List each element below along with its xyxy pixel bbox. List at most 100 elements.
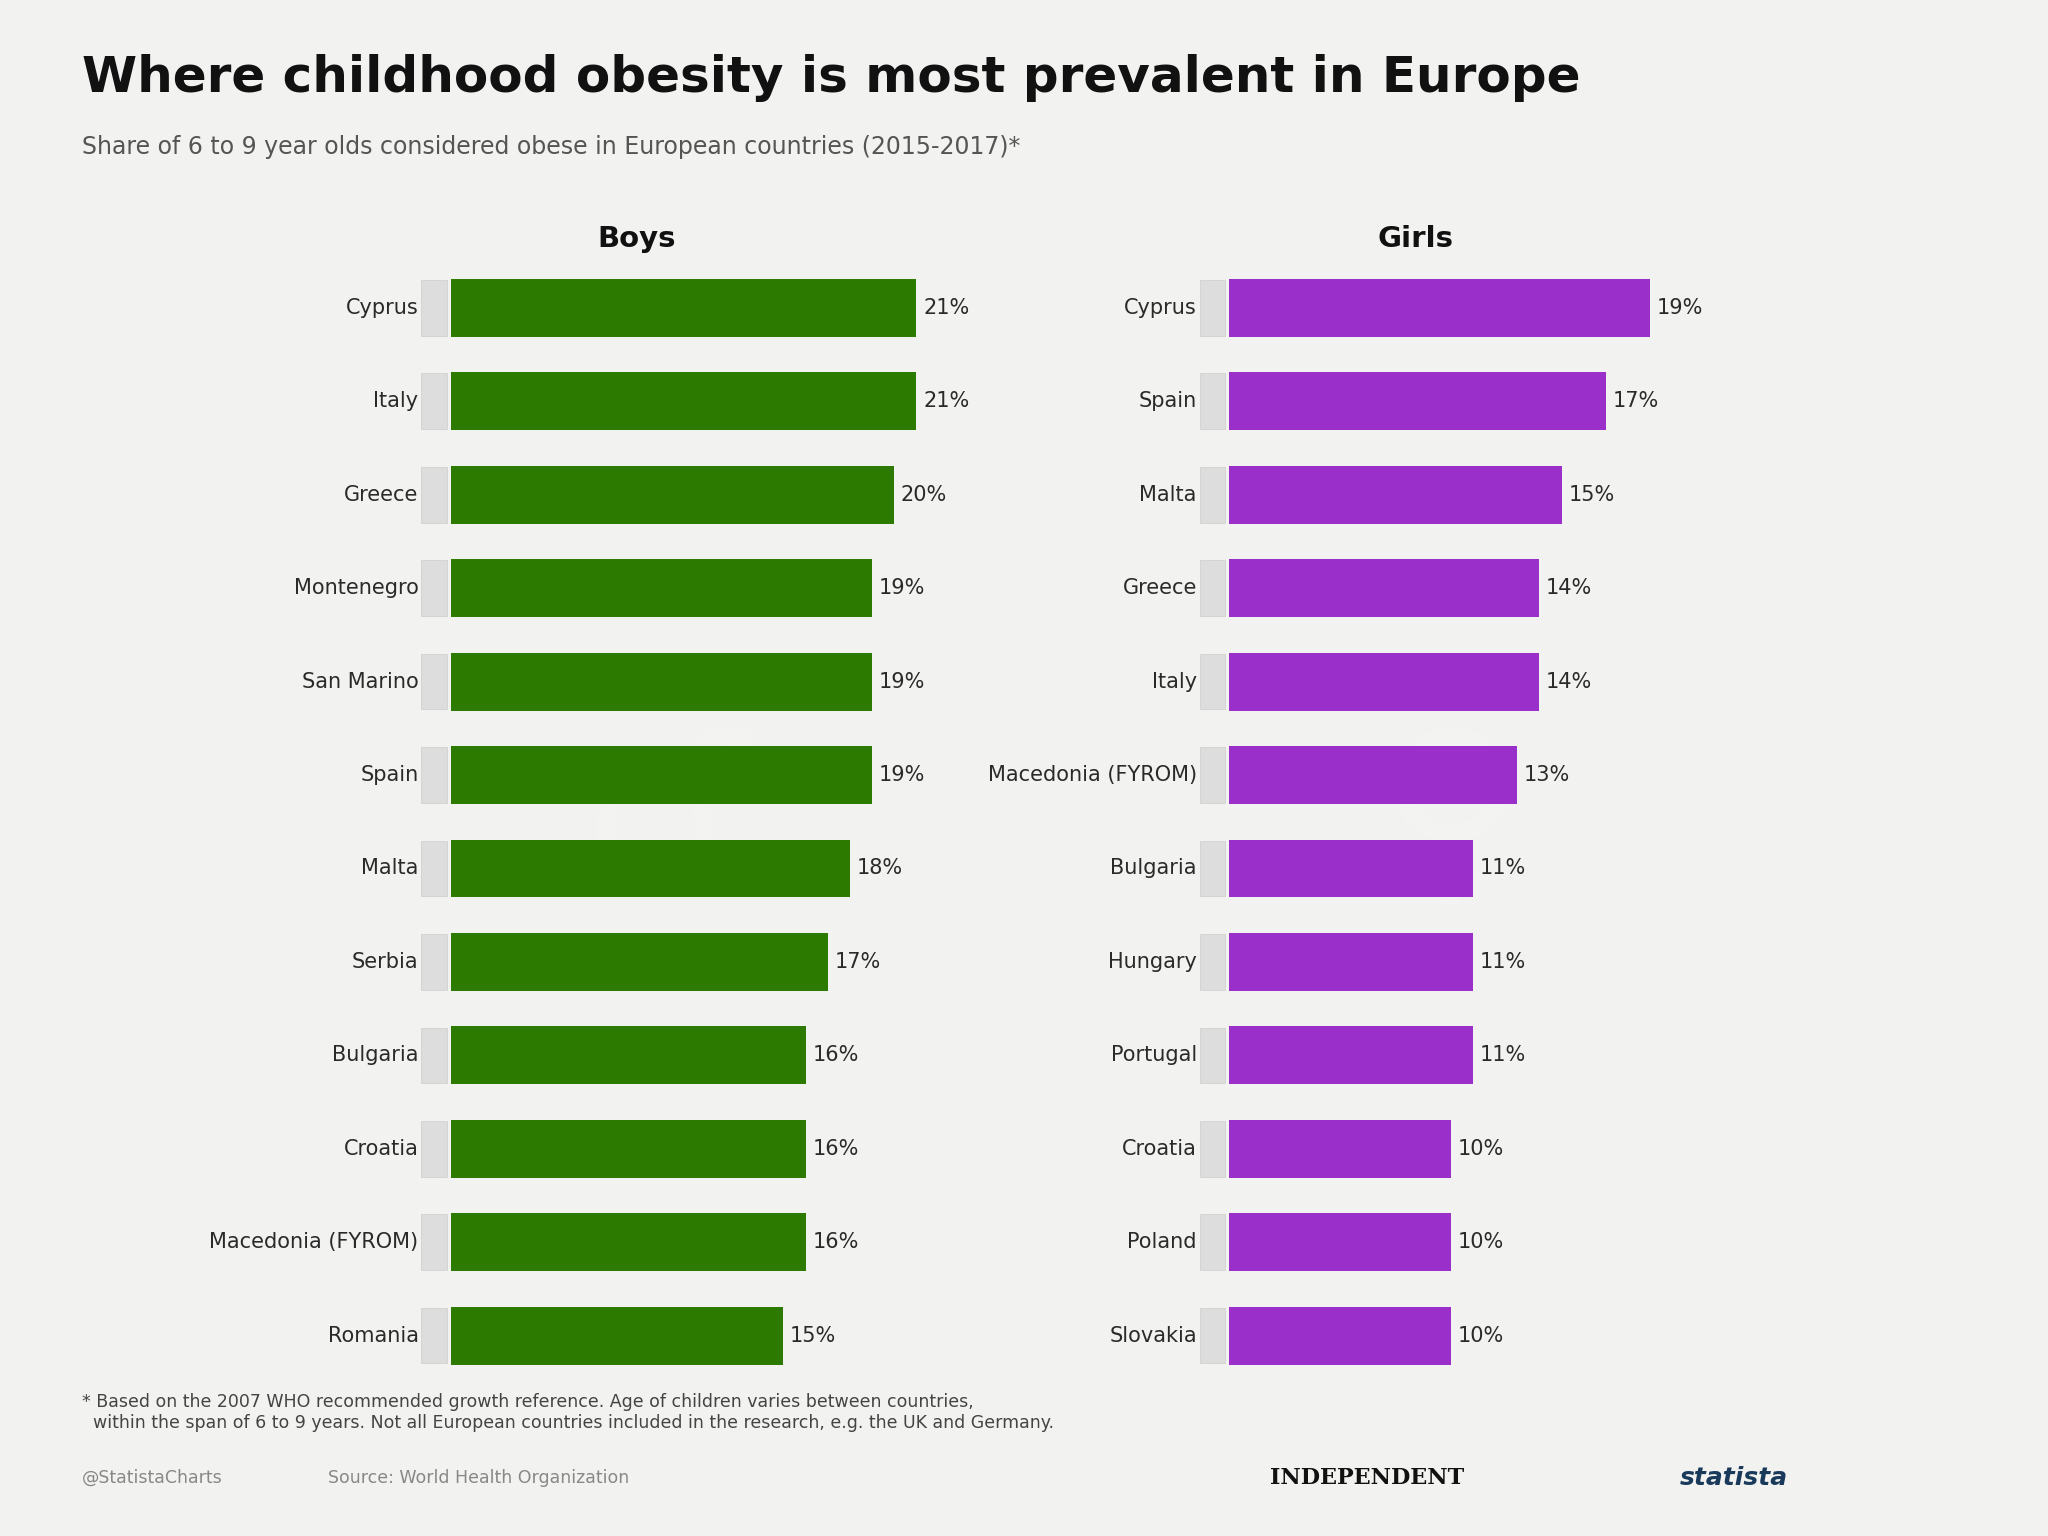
FancyBboxPatch shape (1200, 1121, 1225, 1177)
Bar (451, 932, 827, 991)
Bar (1229, 1307, 1450, 1364)
Bar (451, 559, 872, 617)
Bar (451, 1307, 782, 1364)
Text: Portugal: Portugal (1110, 1046, 1196, 1066)
Bar (1229, 840, 1473, 897)
Text: Boys: Boys (598, 226, 676, 253)
Text: Macedonia (FYROM): Macedonia (FYROM) (987, 765, 1196, 785)
Text: Montenegro: Montenegro (293, 578, 418, 598)
Bar (1229, 653, 1540, 711)
Text: Cyprus: Cyprus (346, 298, 418, 318)
Text: @StatistaCharts: @StatistaCharts (82, 1468, 223, 1487)
Text: Share of 6 to 9 year olds considered obese in European countries (2015-2017)*: Share of 6 to 9 year olds considered obe… (82, 135, 1020, 160)
Text: Slovakia: Slovakia (1110, 1326, 1196, 1346)
FancyBboxPatch shape (422, 1028, 446, 1083)
Text: 11%: 11% (1479, 1046, 1526, 1066)
Text: Poland: Poland (1126, 1232, 1196, 1252)
Text: Bulgaria: Bulgaria (1110, 859, 1196, 879)
Bar (1229, 372, 1606, 430)
FancyBboxPatch shape (422, 280, 446, 336)
Text: Spain: Spain (1139, 392, 1196, 412)
Text: Where childhood obesity is most prevalent in Europe: Where childhood obesity is most prevalen… (82, 54, 1581, 101)
FancyBboxPatch shape (1200, 1028, 1225, 1083)
FancyBboxPatch shape (1200, 654, 1225, 710)
Text: Romania: Romania (328, 1326, 418, 1346)
Text: Italy: Italy (373, 392, 418, 412)
Bar (451, 465, 895, 524)
Text: 19%: 19% (879, 671, 926, 691)
Bar (1229, 465, 1561, 524)
FancyBboxPatch shape (422, 1215, 446, 1270)
FancyBboxPatch shape (422, 934, 446, 989)
Text: 18%: 18% (856, 859, 903, 879)
Text: 17%: 17% (1612, 392, 1659, 412)
Text: Macedonia (FYROM): Macedonia (FYROM) (209, 1232, 418, 1252)
Text: statista: statista (1679, 1465, 1788, 1490)
Text: INDEPENDENT: INDEPENDENT (1270, 1467, 1464, 1488)
FancyBboxPatch shape (422, 746, 446, 803)
Text: Malta: Malta (1139, 485, 1196, 505)
Text: 14%: 14% (1546, 671, 1591, 691)
Text: ♂: ♂ (580, 720, 766, 923)
Text: 10%: 10% (1458, 1138, 1503, 1158)
Bar (451, 280, 918, 336)
Text: Bulgaria: Bulgaria (332, 1046, 418, 1066)
FancyBboxPatch shape (1200, 934, 1225, 989)
Text: 10%: 10% (1458, 1232, 1503, 1252)
FancyBboxPatch shape (422, 840, 446, 897)
Text: 15%: 15% (1569, 485, 1614, 505)
Bar (451, 372, 918, 430)
Text: 20%: 20% (901, 485, 946, 505)
Text: Greece: Greece (344, 485, 418, 505)
Text: 19%: 19% (879, 765, 926, 785)
FancyBboxPatch shape (1200, 840, 1225, 897)
FancyBboxPatch shape (1200, 467, 1225, 522)
Bar (451, 1213, 805, 1272)
Text: 19%: 19% (1657, 298, 1704, 318)
FancyBboxPatch shape (422, 654, 446, 710)
Text: * Based on the 2007 WHO recommended growth reference. Age of children varies bet: * Based on the 2007 WHO recommended grow… (82, 1393, 1055, 1432)
Text: Spain: Spain (360, 765, 418, 785)
Bar (451, 840, 850, 897)
Text: Girls: Girls (1376, 226, 1454, 253)
Text: 21%: 21% (924, 298, 969, 318)
Text: Malta: Malta (360, 859, 418, 879)
Text: 11%: 11% (1479, 859, 1526, 879)
Bar (1229, 1120, 1450, 1178)
Text: Greece: Greece (1122, 578, 1196, 598)
FancyBboxPatch shape (1200, 746, 1225, 803)
FancyBboxPatch shape (422, 467, 446, 522)
Text: 14%: 14% (1546, 578, 1591, 598)
Text: 16%: 16% (813, 1138, 858, 1158)
Text: 19%: 19% (879, 578, 926, 598)
Text: San Marino: San Marino (301, 671, 418, 691)
Bar (451, 746, 872, 803)
Text: 15%: 15% (791, 1326, 836, 1346)
Text: Source: World Health Organization: Source: World Health Organization (328, 1468, 629, 1487)
Text: 10%: 10% (1458, 1326, 1503, 1346)
Text: Croatia: Croatia (344, 1138, 418, 1158)
FancyBboxPatch shape (1200, 280, 1225, 336)
Text: Croatia: Croatia (1122, 1138, 1196, 1158)
FancyBboxPatch shape (422, 1307, 446, 1364)
Text: Cyprus: Cyprus (1124, 298, 1196, 318)
Text: Italy: Italy (1151, 671, 1196, 691)
FancyBboxPatch shape (422, 1121, 446, 1177)
FancyBboxPatch shape (422, 373, 446, 429)
Bar (1229, 559, 1540, 617)
Bar (1229, 280, 1651, 336)
Text: 16%: 16% (813, 1046, 858, 1066)
FancyBboxPatch shape (1200, 1215, 1225, 1270)
Text: 16%: 16% (813, 1232, 858, 1252)
Text: Hungary: Hungary (1108, 952, 1196, 972)
Bar (451, 1026, 805, 1084)
Bar (451, 1120, 805, 1178)
FancyBboxPatch shape (1200, 1307, 1225, 1364)
Bar (1229, 1026, 1473, 1084)
Text: Serbia: Serbia (352, 952, 418, 972)
Text: ♀: ♀ (1374, 720, 1528, 923)
Text: 21%: 21% (924, 392, 969, 412)
FancyBboxPatch shape (1200, 373, 1225, 429)
FancyBboxPatch shape (422, 561, 446, 616)
Bar (1229, 746, 1518, 803)
